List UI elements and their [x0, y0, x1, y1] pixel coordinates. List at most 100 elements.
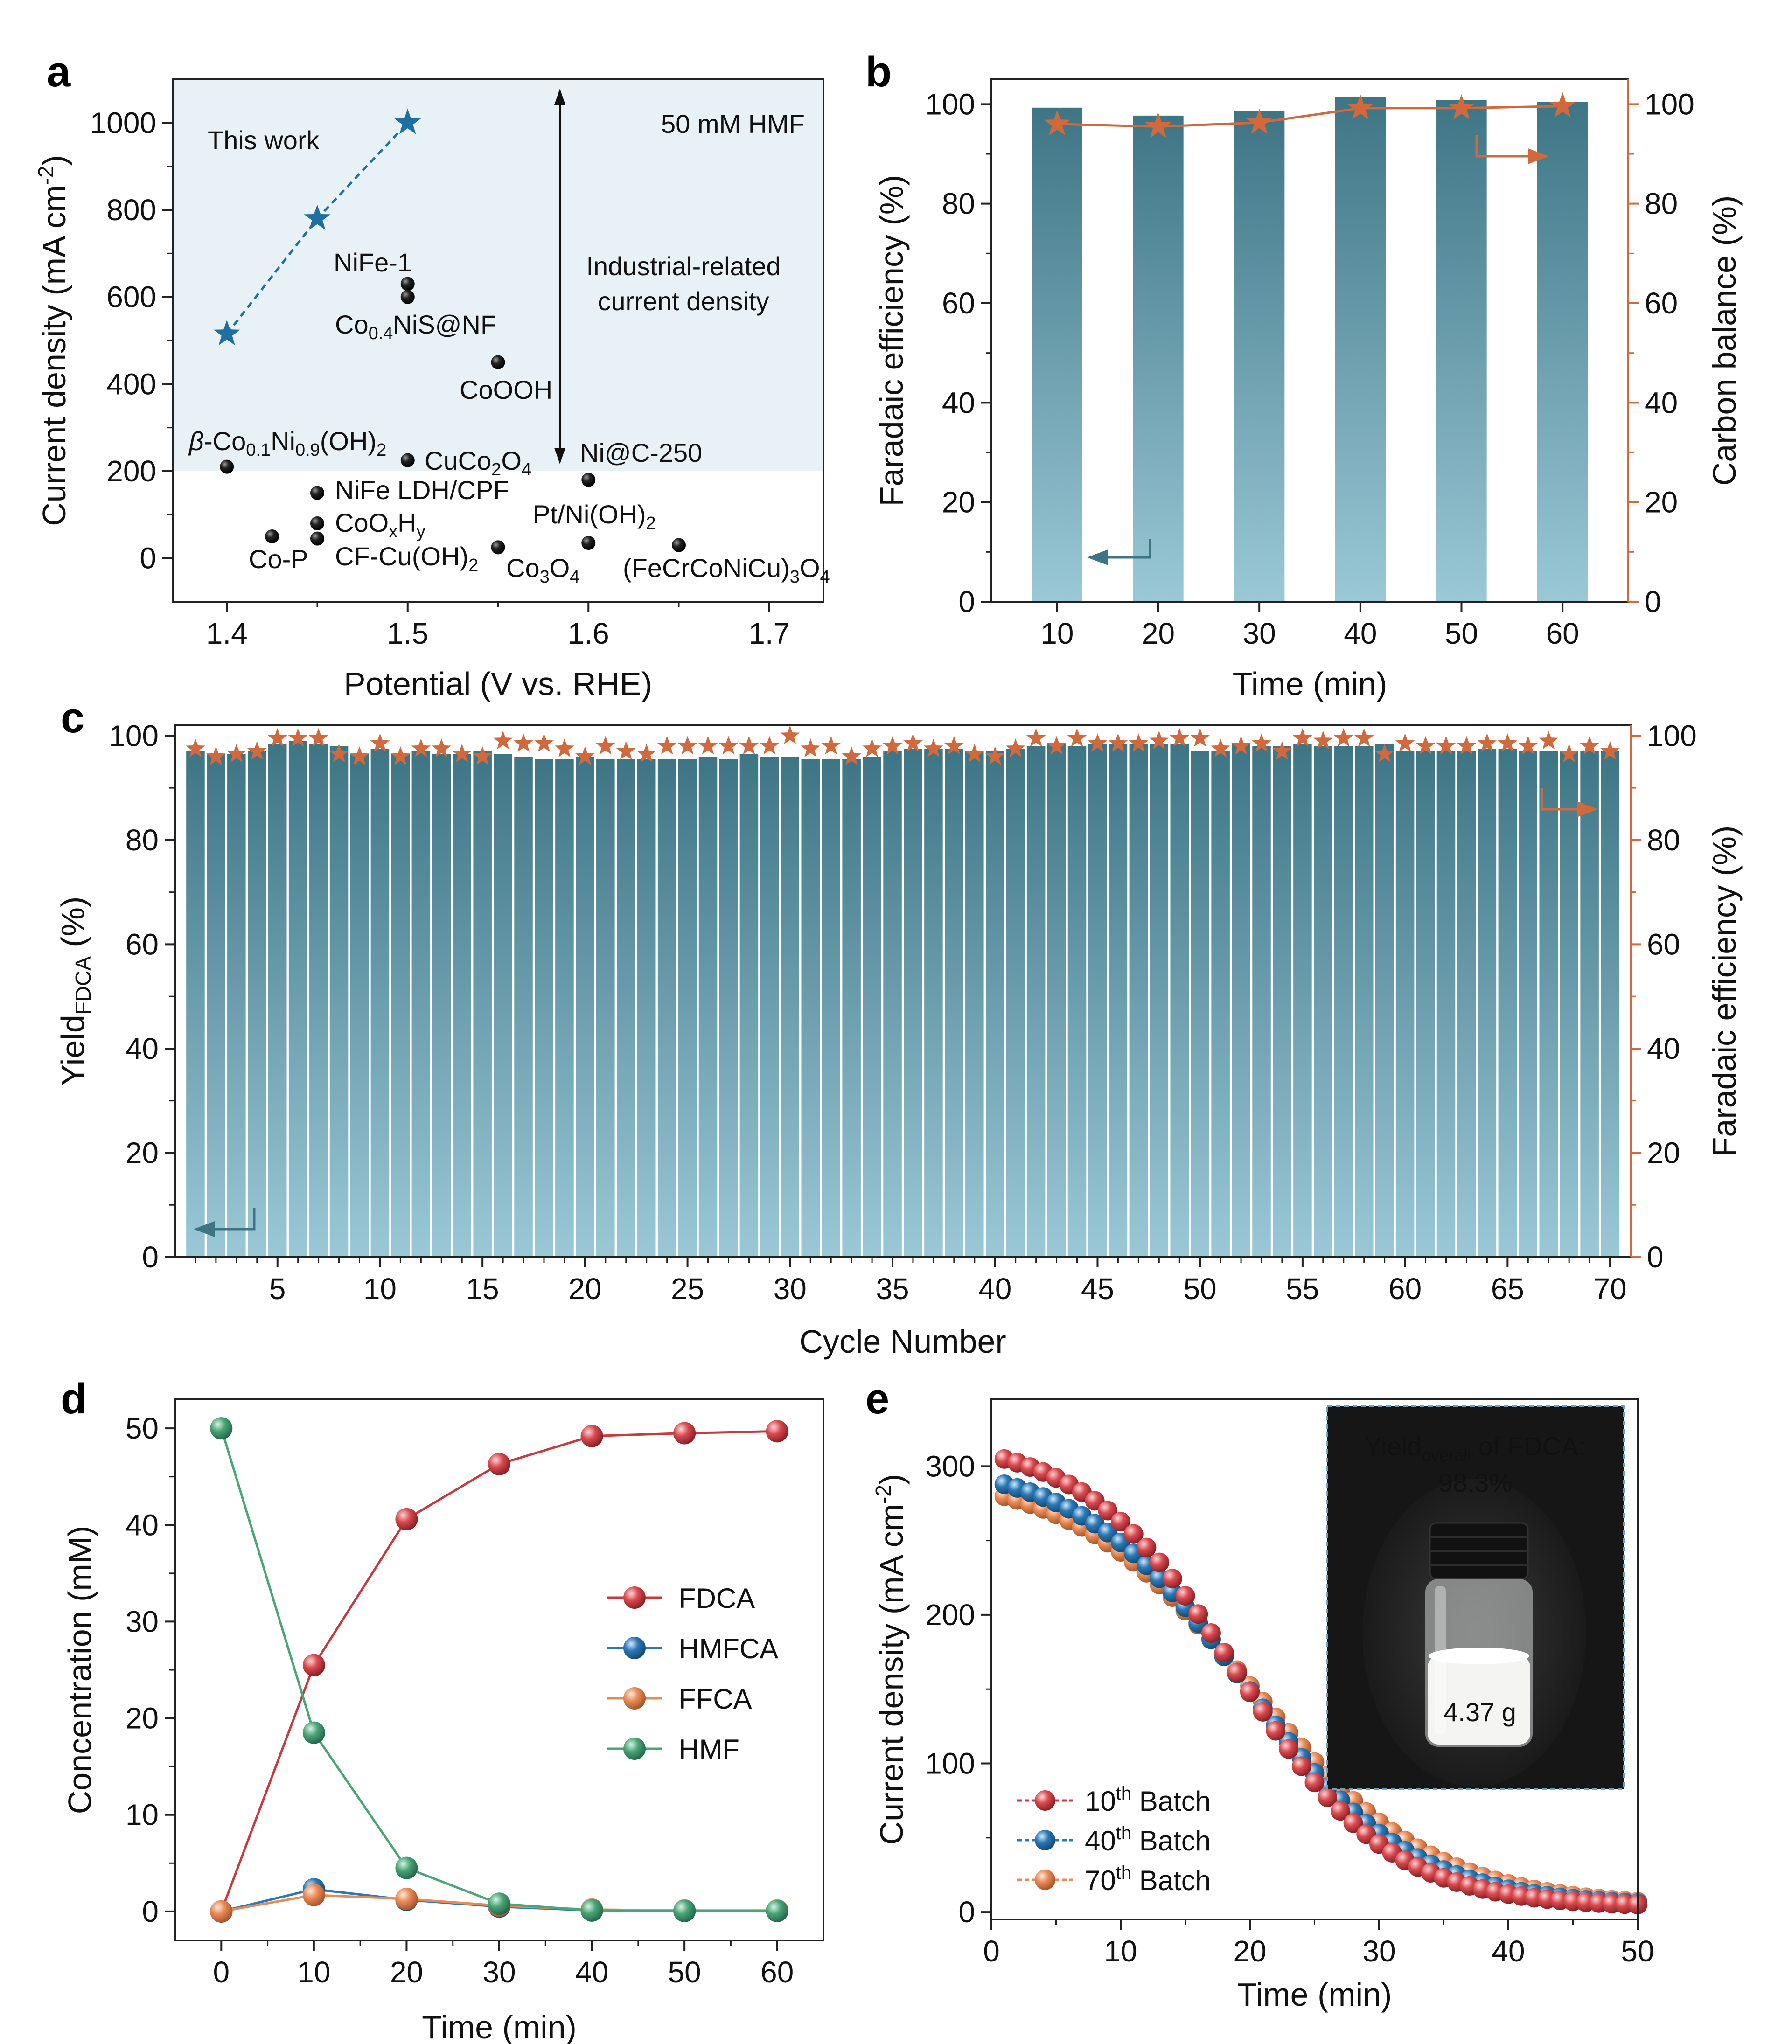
yield-bar	[248, 751, 266, 1257]
b-right-ytick-label: 20	[1645, 486, 1678, 519]
yield-bar	[1150, 744, 1169, 1257]
c-right-ytick-label: 0	[1647, 1240, 1664, 1274]
e-xtick-label: 50	[1621, 1934, 1654, 1968]
yield-bar	[391, 754, 410, 1257]
b-ytick-label: 20	[942, 486, 975, 519]
series-point-hmf	[580, 1899, 603, 1922]
fe-point	[1518, 736, 1538, 755]
c-xtick-label: 35	[876, 1272, 909, 1306]
annotation-industrial-1: Industrial-related	[586, 251, 781, 281]
fe-point	[964, 744, 984, 763]
c-xtick-label: 65	[1491, 1272, 1524, 1306]
chart-a-marks	[213, 89, 686, 555]
batch-point	[1201, 1623, 1221, 1643]
c-ytick-label: 60	[126, 927, 159, 961]
chart-d-legend: FDCA HMFCA FFCA HMF	[607, 1583, 778, 1765]
yield-bar	[1560, 751, 1578, 1257]
e-legend-marker	[1035, 1830, 1055, 1850]
b-right-ytick-label: 60	[1645, 286, 1678, 320]
series-point-hmf	[302, 1721, 325, 1744]
d-ytick-label: 0	[142, 1895, 159, 1928]
series-point-fdca	[395, 1508, 418, 1530]
yield-bar	[1232, 744, 1250, 1257]
yield-bar	[1354, 746, 1374, 1257]
yield-bar	[1580, 751, 1599, 1257]
yield-bar	[268, 744, 287, 1257]
fe-point	[883, 736, 902, 755]
fe-point	[1498, 733, 1518, 752]
yield-bar	[698, 757, 718, 1257]
chart-e-ylabel: Current density (mA cm-2)	[871, 1474, 910, 1845]
c-ytick-label: 100	[109, 719, 159, 752]
fe-bar	[1133, 115, 1184, 602]
batch-point	[1214, 1642, 1234, 1662]
legend-marker-fdca	[623, 1586, 646, 1609]
yield-bar	[1416, 751, 1435, 1257]
yield-bar	[186, 751, 205, 1257]
this-work-point	[394, 109, 421, 134]
yield-bar	[1436, 751, 1456, 1257]
d-xtick-label: 40	[575, 1955, 608, 1989]
panel-label-d: d	[61, 1375, 87, 1423]
fe-bar	[1234, 111, 1285, 602]
fe-bar	[1537, 102, 1588, 602]
literature-point	[310, 516, 324, 530]
yield-bar	[1026, 746, 1046, 1257]
c-ytick-label: 80	[126, 823, 159, 857]
c-right-ytick-label: 60	[1647, 927, 1680, 961]
series-point-hmf	[488, 1892, 510, 1915]
yield-bar	[1191, 751, 1209, 1257]
fe-point	[1436, 736, 1456, 755]
c-xtick-label: 70	[1593, 1272, 1626, 1306]
label-co-p: Co-P	[249, 544, 308, 574]
d-xtick-label: 0	[213, 1955, 230, 1989]
yield-bar	[781, 757, 800, 1257]
label-ni-c-250: Ni@C-250	[580, 438, 702, 467]
annotation-industrial-2: current density	[598, 286, 769, 316]
literature-point	[400, 277, 415, 291]
chart-e-legend: 10th Batch 40th Batch 70th Batch	[1017, 1783, 1211, 1896]
e-ytick-label: 100	[925, 1747, 975, 1780]
c-right-ytick-label: 100	[1647, 719, 1697, 752]
chart-c-ylabel-right: Faradaic efficiency (%)	[1706, 826, 1743, 1157]
chart-d-line: 0 10 20 30 40 50 60 0 10 20 30 40 50 Time (min) Conc…	[62, 1398, 824, 2044]
chart-b-ticks: 10 20 30 40 50 60 0 20 40 60 80 100 0 20 40 60 80 100	[925, 79, 1694, 650]
batch-point	[1330, 1801, 1350, 1821]
yield-bar	[678, 759, 697, 1257]
carbon-balance-line	[1057, 105, 1563, 128]
c-right-ytick-label: 20	[1647, 1136, 1680, 1169]
arrow-right-head	[1528, 148, 1549, 164]
chart-d-ticks: 0 10 20 30 40 50 60 0 10 20 30 40 50	[126, 1411, 794, 1989]
inset-photo: Yieldoverall of FDCA: 98.3% 4.37 g	[1326, 1405, 1625, 1790]
literature-point	[220, 459, 234, 474]
fe-point	[821, 736, 841, 755]
yield-bar	[1109, 744, 1128, 1257]
series-point-fdca	[580, 1425, 603, 1447]
literature-point	[265, 529, 279, 543]
literature-point	[310, 486, 324, 500]
panel-label-e: e	[865, 1375, 889, 1423]
batch-point	[1137, 1537, 1157, 1557]
yield-bar	[719, 759, 738, 1257]
fe-point	[862, 738, 882, 758]
batch-point	[1343, 1813, 1363, 1833]
fe-point	[924, 738, 943, 758]
batch-point	[1098, 1501, 1118, 1521]
chart-b-marks	[1032, 92, 1588, 602]
fe-point	[1477, 733, 1497, 752]
fe-point	[349, 746, 370, 765]
legend-marker-ffca	[623, 1687, 646, 1710]
yield-bar	[329, 746, 349, 1257]
literature-point	[672, 538, 686, 552]
fe-point	[1108, 733, 1128, 752]
c-xtick-label: 10	[363, 1272, 397, 1306]
yield-bar	[1539, 751, 1558, 1257]
label-beta-coni: β-Co0.1Ni0.9(OH)2	[188, 426, 386, 460]
a-ytick-label: 400	[106, 367, 156, 401]
literature-point	[310, 531, 324, 546]
yield-bar	[596, 759, 615, 1257]
arrow-right-head-c	[1577, 801, 1598, 817]
chart-c-xlabel: Cycle Number	[799, 1323, 1006, 1360]
literature-point	[400, 290, 415, 304]
yield-bar	[1067, 746, 1087, 1257]
